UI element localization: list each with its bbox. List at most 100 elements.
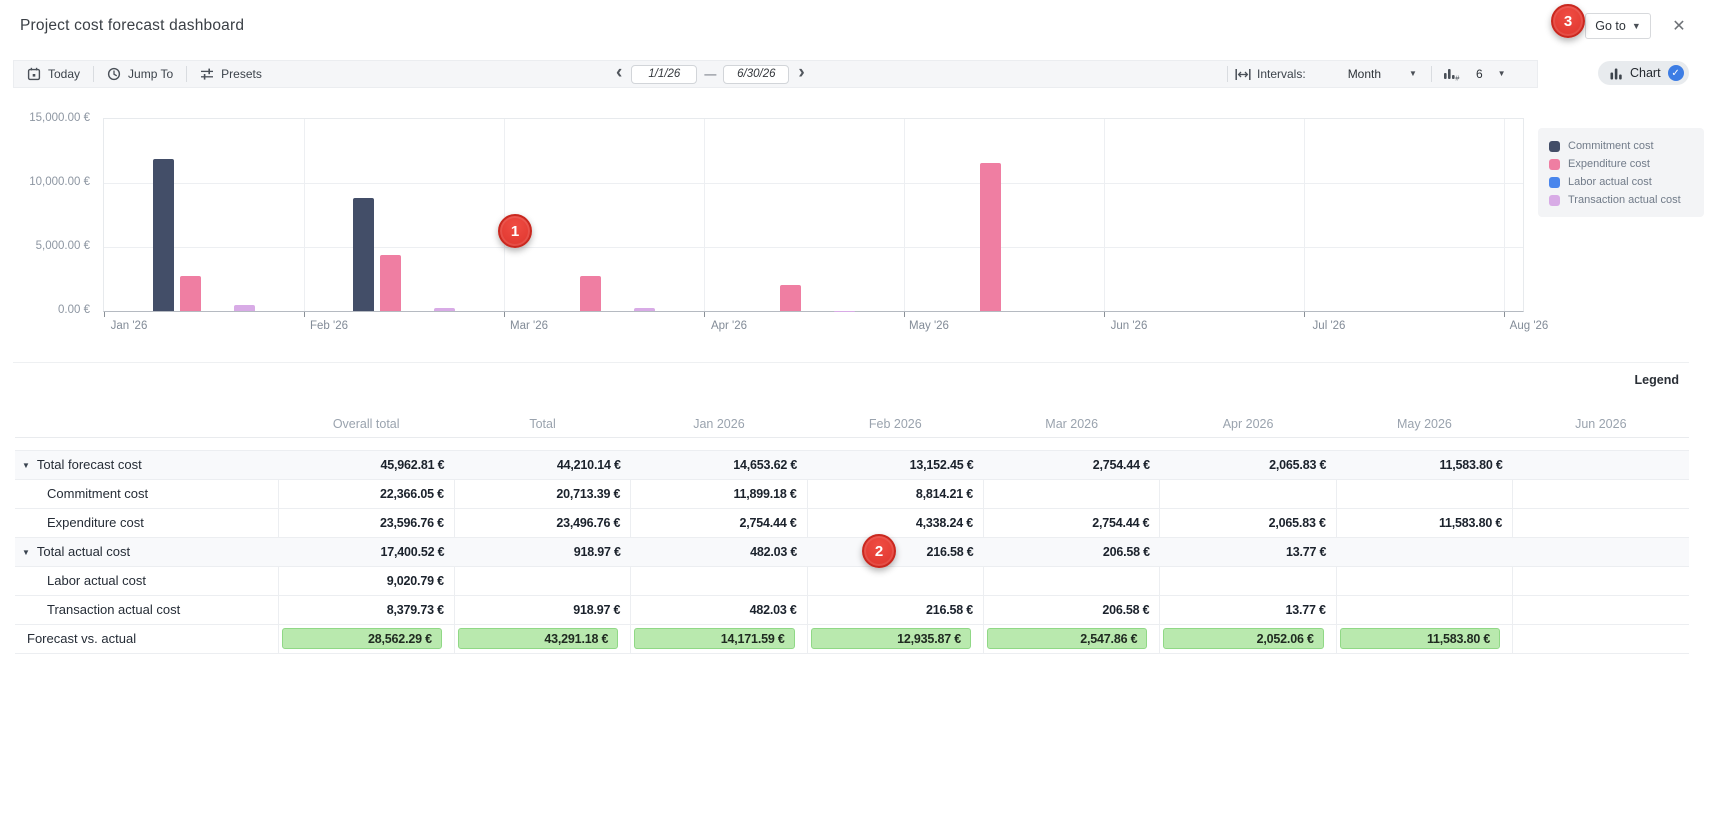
legend-swatch xyxy=(1549,140,1560,152)
date-range-dash: — xyxy=(704,67,717,81)
cell xyxy=(1512,594,1689,624)
interval-value: Month xyxy=(1347,67,1382,81)
row-label-commitment-cost: Commitment cost xyxy=(15,478,278,508)
bar-transaction-actual-cost-jan-26[interactable] xyxy=(234,304,255,311)
bar-expenditure-cost-apr-26[interactable] xyxy=(780,284,801,311)
bar-expenditure-cost-jan-26[interactable] xyxy=(180,275,201,311)
row-label-transaction-actual-cost: Transaction actual cost xyxy=(15,594,278,624)
chart-gridline xyxy=(704,119,705,311)
chart-gridline xyxy=(304,119,305,311)
table-row-transaction-actual-cost: Transaction actual cost 8,379.73 €918.97 … xyxy=(15,594,1689,624)
row-label-text: Commitment cost xyxy=(47,486,149,501)
table-row-total-actual-cost: ▼ Total actual cost 17,400.52 €918.97 €482… xyxy=(15,536,1689,566)
cell xyxy=(982,565,1160,595)
legend-label: Commitment cost xyxy=(1568,140,1654,152)
bar-count-value: 6 xyxy=(1475,67,1483,81)
chart-toggle-button[interactable]: Chart ✓ xyxy=(1598,61,1689,85)
cell: 2,754.44 € xyxy=(983,449,1160,479)
x-axis-label: May '26 xyxy=(909,320,949,332)
legend-toggle-button[interactable]: Legend xyxy=(1634,373,1679,387)
presets-button[interactable]: Presets xyxy=(187,61,275,87)
close-icon[interactable]: ✕ xyxy=(1672,18,1686,35)
intervals-icon xyxy=(1235,68,1251,80)
legend-label: Expenditure cost xyxy=(1568,158,1650,170)
chevron-down-icon: ▼ xyxy=(1497,69,1506,78)
chevron-left-icon[interactable]: ‹ xyxy=(616,62,623,83)
cell: 206.58 € xyxy=(982,594,1160,624)
interval-select[interactable]: Month ▼ xyxy=(1348,67,1417,81)
bar-chart-icon xyxy=(1610,68,1622,79)
today-button[interactable]: Today xyxy=(14,61,93,87)
cell: 8,379.73 € xyxy=(277,594,455,624)
legend-item-labor-actual-cost[interactable]: Labor actual cost xyxy=(1549,173,1694,191)
column-header-total: Total xyxy=(454,412,631,438)
chart-toggle-label: Chart xyxy=(1630,66,1661,80)
column-header-apr-2026: Apr 2026 xyxy=(1159,412,1337,438)
bar-commitment-cost-jan-26[interactable] xyxy=(153,158,174,311)
cell: 2,547.86 € xyxy=(982,623,1160,654)
collapse-triangle-icon[interactable]: ▼ xyxy=(22,548,30,557)
chevron-right-icon[interactable]: › xyxy=(798,62,805,83)
column-header-jun-2026: Jun 2026 xyxy=(1512,412,1689,438)
cell xyxy=(453,565,631,595)
column-header-mar-2026: Mar 2026 xyxy=(983,412,1160,438)
cell xyxy=(1512,478,1689,508)
cell xyxy=(1512,536,1689,566)
bar-transaction-actual-cost-feb-26[interactable] xyxy=(434,308,455,311)
bar-count-icon: # xyxy=(1443,69,1460,81)
cell: 2,052.06 € xyxy=(1159,623,1337,654)
collapse-triangle-icon[interactable]: ▼ xyxy=(22,461,30,470)
end-date-input[interactable] xyxy=(723,64,790,84)
cell: 2,754.44 € xyxy=(982,507,1160,537)
cell: 8,814.21 € xyxy=(806,478,984,508)
forecast-vs-actual-cell: 12,935.87 € xyxy=(810,628,971,649)
legend-item-commitment-cost[interactable]: Commitment cost xyxy=(1549,137,1694,155)
check-icon: ✓ xyxy=(1667,65,1684,81)
row-label-text: Labor actual cost xyxy=(47,573,147,588)
callout-badge-1: 1 xyxy=(498,214,532,248)
bar-count-select[interactable]: 6 ▼ xyxy=(1476,67,1506,81)
x-axis-label: Feb '26 xyxy=(310,320,348,332)
cell: 11,583.80 € xyxy=(1335,507,1513,537)
forecast-vs-actual-cell: 2,547.86 € xyxy=(987,628,1148,649)
start-date-input[interactable] xyxy=(631,64,698,84)
cell: 22,366.05 € xyxy=(277,478,455,508)
legend-item-transaction-actual-cost[interactable]: Transaction actual cost xyxy=(1549,191,1694,209)
intervals-label: Intervals: xyxy=(1257,67,1306,81)
bar-expenditure-cost-may-26[interactable] xyxy=(980,162,1001,311)
cell: 45,962.81 € xyxy=(278,449,455,479)
x-axis-label: Jun '26 xyxy=(1110,320,1148,332)
cell: 13,152.45 € xyxy=(807,449,984,479)
row-label-expenditure-cost: Expenditure cost xyxy=(15,507,278,537)
bar-commitment-cost-feb-26[interactable] xyxy=(353,198,374,311)
cell: 14,653.62 € xyxy=(630,449,808,479)
x-axis-tick xyxy=(504,312,505,317)
cell: 23,596.76 € xyxy=(277,507,455,537)
jump-to-button[interactable]: Jump To xyxy=(94,61,186,87)
toolbar: Today Jump To Presets xyxy=(13,60,1538,88)
cell: 28,562.29 € xyxy=(277,623,455,654)
row-label-total-forecast-cost[interactable]: ▼ Total forecast cost xyxy=(15,449,278,479)
forecast-vs-actual-cell: 2,052.06 € xyxy=(1163,628,1324,649)
x-axis-label: Mar '26 xyxy=(510,320,548,332)
chart-gridline xyxy=(104,183,1523,184)
x-axis-tick xyxy=(104,312,105,317)
cell: 43,291.18 € xyxy=(453,623,631,654)
cost-table: Overall total Total Jan 2026 Feb 2026 Mar 20… xyxy=(15,412,1689,654)
row-label-text: Total forecast cost xyxy=(36,457,142,472)
column-header-overall-total: Overall total xyxy=(278,412,455,438)
y-axis-label: 5,000.00 € xyxy=(35,240,90,252)
cell: 17,400.52 € xyxy=(278,536,455,566)
bar-expenditure-cost-feb-26[interactable] xyxy=(380,255,401,311)
goto-button[interactable]: Go to ▼ xyxy=(1585,13,1651,39)
bar-transaction-actual-cost-mar-26[interactable] xyxy=(634,308,655,311)
legend-item-expenditure-cost[interactable]: Expenditure cost xyxy=(1549,155,1694,173)
cell xyxy=(1512,623,1689,654)
cell: 11,583.80 € xyxy=(1336,449,1513,479)
row-label-total-actual-cost[interactable]: ▼ Total actual cost xyxy=(15,536,278,566)
cell xyxy=(630,565,808,595)
x-axis-tick xyxy=(1304,312,1305,317)
bar-expenditure-cost-mar-26[interactable] xyxy=(580,275,601,311)
date-range-navigator: ‹ — › xyxy=(614,61,807,87)
